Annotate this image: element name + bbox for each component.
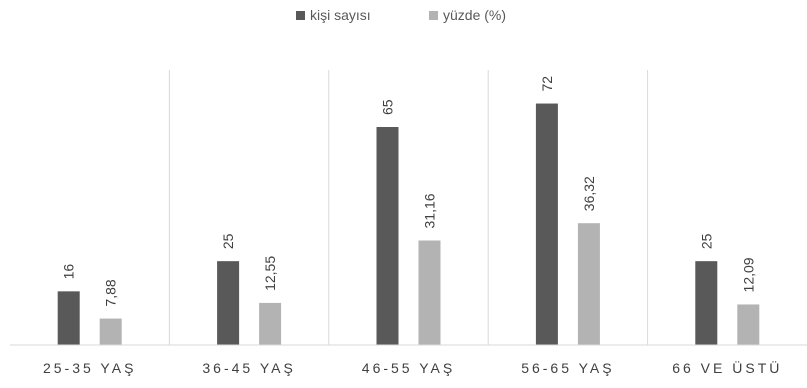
legend-swatch <box>296 11 305 20</box>
legend-item: kişi sayısı <box>296 7 371 23</box>
bar <box>259 302 282 345</box>
legend-swatch <box>429 11 438 20</box>
bar <box>376 127 399 345</box>
bar <box>577 223 600 345</box>
data-label: 36,32 <box>581 176 597 211</box>
bar <box>737 304 760 345</box>
x-tick-label: 36-45 YAŞ <box>202 360 295 376</box>
legend-label: kişi sayısı <box>310 7 371 23</box>
x-tick-label: 66 VE ÜSTÜ <box>672 359 782 376</box>
data-label: 72 <box>539 76 555 92</box>
category-separators <box>168 70 649 345</box>
legend-label: yüzde (%) <box>443 7 506 23</box>
data-label: 7,88 <box>103 279 119 306</box>
x-tick-label: 25-35 YAŞ <box>43 360 136 376</box>
bar <box>535 103 558 345</box>
legend-item: yüzde (%) <box>429 7 506 23</box>
x-tick-label: 46-55 YAŞ <box>362 360 455 376</box>
bar <box>217 261 240 345</box>
data-label: 25 <box>698 233 714 249</box>
bars <box>57 103 760 345</box>
data-label: 12,55 <box>262 256 278 291</box>
legend: kişi sayısı yüzde (%) <box>296 7 506 23</box>
x-axis: 25-35 YAŞ 36-45 YAŞ 46-55 YAŞ 56-65 YAŞ 66 V… <box>10 344 807 376</box>
bar <box>695 261 718 345</box>
data-label: 65 <box>380 99 396 115</box>
data-label: 25 <box>220 233 236 249</box>
data-label: 16 <box>61 264 77 280</box>
data-label: 31,16 <box>422 193 438 228</box>
data-labels: 16 7,88 25 12,55 65 31,16 72 36,32 25 12,09 <box>61 76 757 307</box>
data-label: 12,09 <box>740 257 756 292</box>
bar <box>99 318 122 345</box>
bar <box>418 240 441 345</box>
bar <box>57 291 80 345</box>
x-tick-label: 56-65 YAŞ <box>521 360 614 376</box>
